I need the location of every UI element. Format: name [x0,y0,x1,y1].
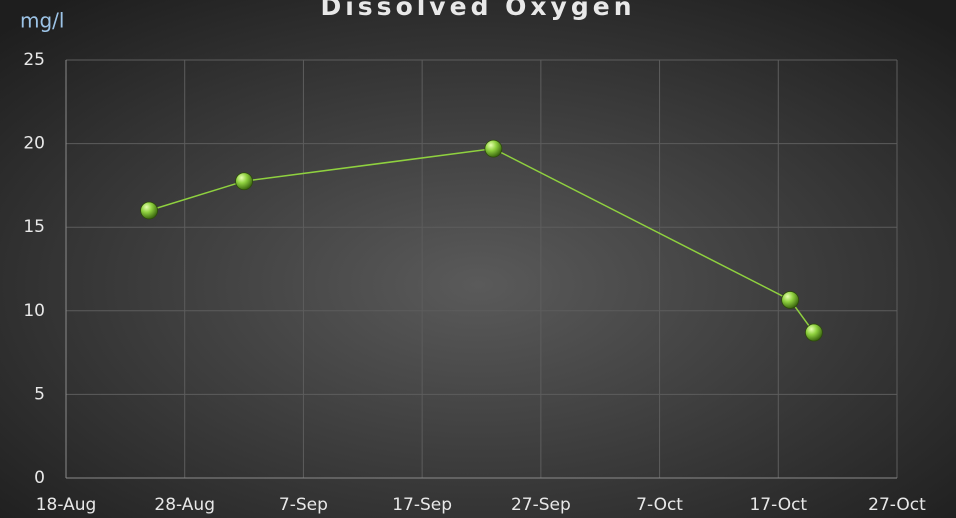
y-tick-label: 15 [23,217,45,237]
x-tick-label: 7-Sep [279,495,328,515]
x-tick-label: 27-Oct [868,495,926,515]
y-tick-label: 5 [34,384,45,404]
x-tick-label: 18-Aug [36,495,97,515]
y-tick-label: 25 [23,50,45,70]
x-tick-label: 7-Oct [636,495,683,515]
marker [805,323,823,342]
y-tick-label: 20 [23,134,45,154]
marker [484,139,503,158]
x-tick-label: 27-Sep [511,495,571,515]
y-axis-label: mg/l [20,9,64,33]
chart-title: Dissolved Oxygen [320,0,635,21]
x-tick-label: 17-Oct [749,495,807,515]
x-tick-label: 17-Sep [392,495,452,515]
x-tick-label: 28-Aug [154,495,215,515]
y-tick-label: 0 [34,468,45,488]
marker [235,172,253,191]
marker [140,201,159,220]
y-tick-label: 10 [23,301,45,321]
marker [781,291,800,309]
